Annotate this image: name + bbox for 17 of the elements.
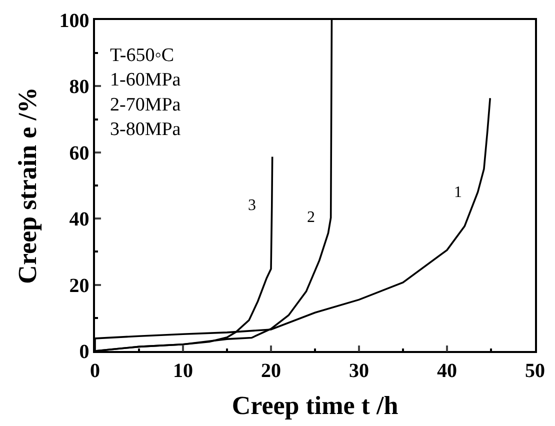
y-tick-label: 20 bbox=[69, 274, 90, 297]
series-label: 1 bbox=[454, 184, 462, 201]
annotation: T-650◦C 1-60MPa 2-70MPa 3-80MPa bbox=[110, 45, 182, 140]
y-tick-label: 100 bbox=[59, 10, 90, 32]
series-label: 3 bbox=[248, 197, 256, 214]
series-label: 2 bbox=[307, 209, 315, 226]
x-tick-label: 50 bbox=[525, 360, 545, 382]
y-axis-title: Creep strain e /% bbox=[13, 87, 42, 284]
y-tick-label: 0 bbox=[79, 341, 90, 363]
y-tick-label: 60 bbox=[69, 142, 90, 164]
x-axis-title: Creep time t /h bbox=[232, 390, 399, 420]
y-tick-label: 40 bbox=[69, 208, 90, 231]
y-tick-label: 80 bbox=[69, 76, 90, 98]
x-tick-label: 30 bbox=[349, 360, 369, 382]
x-tick-label: 10 bbox=[173, 360, 193, 382]
x-tick-label: 20 bbox=[261, 360, 281, 382]
x-tick-label: 40 bbox=[437, 360, 457, 382]
